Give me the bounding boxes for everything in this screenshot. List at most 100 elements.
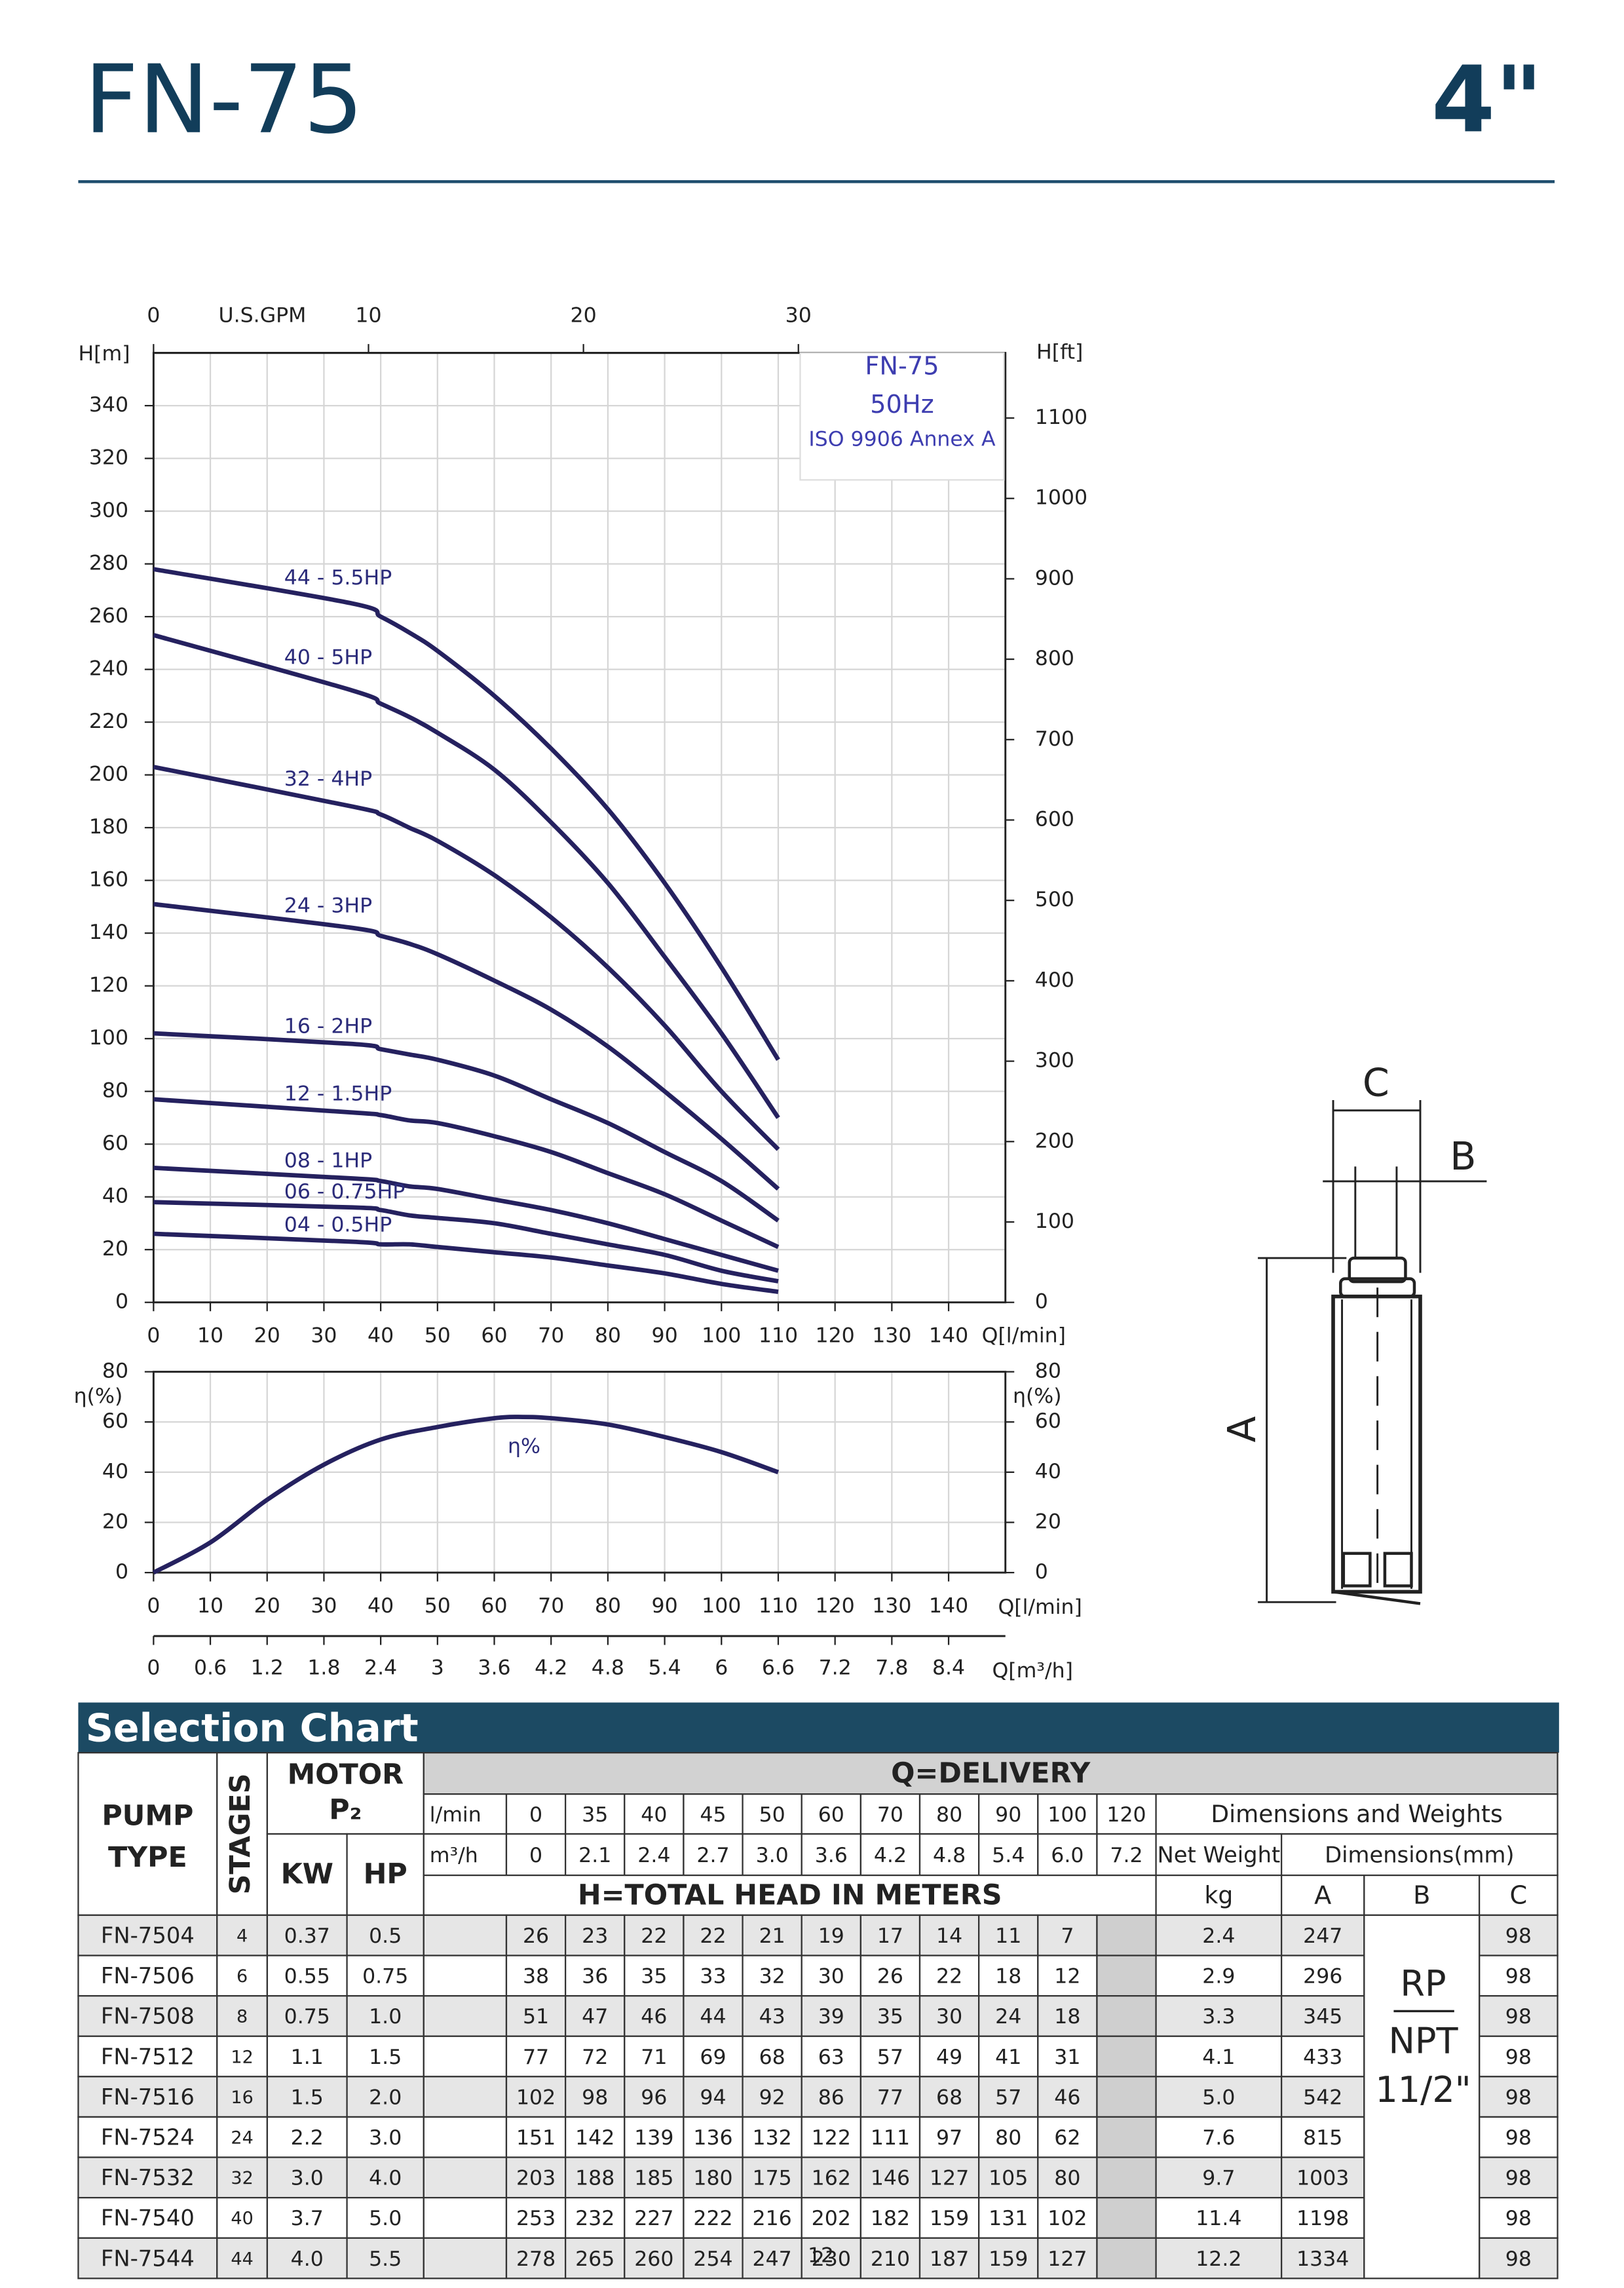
cell-text: 227 — [634, 2207, 673, 2230]
cell-text: 26 — [523, 1924, 549, 1948]
cell-text: 5.0 — [369, 2207, 402, 2230]
table-cell — [216, 2035, 269, 2078]
cell-text: 2.4 — [1202, 1924, 1235, 1948]
cell-text: 105 — [989, 2167, 1028, 2190]
table-cell — [624, 2197, 685, 2239]
table-cell — [1096, 1995, 1157, 2037]
curve — [153, 1031, 780, 1223]
b-value: NPT — [1388, 2021, 1458, 2062]
cell-text: FN-7544 — [101, 2245, 195, 2271]
table-cell — [1037, 1954, 1098, 1997]
table-cell — [1096, 2035, 1157, 2078]
cell-text: 100 — [1048, 1803, 1087, 1827]
table-cell — [1096, 2156, 1157, 2199]
table-cell — [346, 2156, 425, 2199]
x-tick-label: 120 — [816, 1324, 855, 1348]
cell-text: 0.37 — [284, 1924, 330, 1948]
x-tick-label: 20 — [254, 1594, 280, 1618]
annotation-box — [799, 352, 1005, 481]
cell-text: 9.7 — [1202, 2167, 1235, 2190]
x-tick-label: 100 — [702, 1324, 741, 1348]
header-text: P₂ — [329, 1794, 362, 1827]
x3-tick-label: 1.2 — [251, 1656, 284, 1680]
cell-text: 3.7 — [291, 2207, 324, 2230]
cell-text: 111 — [871, 2126, 910, 2150]
table-cell — [423, 2076, 508, 2118]
axis-label: Q[m³/h] — [992, 1659, 1072, 1683]
x3-tick-label: 2.4 — [364, 1656, 397, 1680]
cell-text: 63 — [818, 2046, 844, 2069]
x-tick-label: 50 — [425, 1324, 451, 1348]
cell-text: 98 — [582, 2086, 608, 2109]
cell-text: FN-7532 — [101, 2165, 195, 2190]
table-cell — [216, 2237, 269, 2279]
table-cell — [346, 1914, 425, 1956]
table-cell — [1281, 2237, 1365, 2279]
axis-label: Q[l/min] — [998, 1595, 1082, 1619]
y-tick-label: 240 — [89, 657, 128, 681]
y-tick-label: 160 — [89, 868, 128, 892]
y-tick-label: 260 — [89, 604, 128, 628]
cell-text: 68 — [759, 2046, 785, 2069]
curve-label: 32 - 4HP — [284, 767, 372, 791]
axis-label: H[ft] — [1036, 341, 1083, 364]
table-cell — [918, 2197, 980, 2239]
table-cell — [1363, 1914, 1481, 2279]
cell-text: 12 — [231, 2047, 253, 2067]
table-cell — [624, 2076, 685, 2118]
cell-text: 2.2 — [291, 2126, 324, 2150]
header-text: TYPE — [108, 1841, 187, 1874]
table-cell — [565, 2076, 626, 2118]
curve — [152, 1415, 780, 1575]
dim-label: A — [1220, 1416, 1264, 1442]
cell-text: 80 — [936, 1803, 962, 1827]
y2-tick-label: 200 — [1035, 1129, 1074, 1153]
table-cell — [1037, 2237, 1098, 2279]
table-cell — [1096, 1833, 1157, 1877]
cell-text: 542 — [1303, 2086, 1342, 2109]
table-cell — [1096, 1914, 1157, 1956]
cell-text: 278 — [516, 2247, 556, 2271]
table-cell — [801, 1833, 861, 1877]
cell-text: FN-7508 — [101, 2004, 195, 2029]
cell-text: 72 — [582, 2046, 608, 2069]
cell-text: Dimensions(mm) — [1325, 1842, 1514, 1867]
annotation: FN-75 — [865, 352, 939, 381]
x-tick-label: 60 — [481, 1594, 507, 1618]
cell-text: 97 — [936, 2126, 962, 2150]
table-cell — [683, 2237, 744, 2279]
y2-tick-label: 800 — [1035, 647, 1074, 670]
table-cell — [1281, 1833, 1558, 1877]
cell-text: 22 — [700, 1924, 726, 1948]
table-cell — [266, 1751, 425, 1835]
y2-tick-label: 80 — [1035, 1360, 1061, 1383]
x2-tick-label: 30 — [785, 303, 812, 327]
y-tick-label: 320 — [89, 446, 128, 470]
x-tick-label: 10 — [197, 1594, 223, 1618]
y-tick-label: 20 — [102, 1510, 128, 1533]
table-cell — [423, 2156, 508, 2199]
cell-text: 265 — [575, 2247, 614, 2271]
cell-text: 2.4 — [637, 1844, 670, 1867]
y-tick-label: 340 — [89, 393, 128, 417]
table-cell — [1281, 1914, 1365, 1956]
cell-text: KW — [281, 1858, 333, 1891]
y-tick-label: 20 — [102, 1237, 128, 1261]
table-cell — [978, 2076, 1039, 2118]
y2-tick-label: 600 — [1035, 808, 1074, 831]
table-cell — [683, 1793, 744, 1835]
table-cell — [77, 1954, 218, 1997]
table-cell — [1096, 2197, 1157, 2239]
x3-tick-label: 1.8 — [307, 1656, 340, 1680]
page-number: 12 — [808, 2244, 834, 2268]
cell-text: 90 — [995, 1803, 1021, 1827]
cell-text: 4.2 — [874, 1844, 907, 1867]
cell-text: 2.0 — [369, 2086, 402, 2109]
table-cell — [423, 2197, 508, 2239]
table-cell — [801, 2116, 861, 2158]
cell-text: 142 — [575, 2126, 614, 2150]
y-tick-label: 200 — [89, 763, 128, 786]
table-cell — [1479, 2035, 1558, 2078]
cell-text: 24 — [231, 2128, 253, 2148]
